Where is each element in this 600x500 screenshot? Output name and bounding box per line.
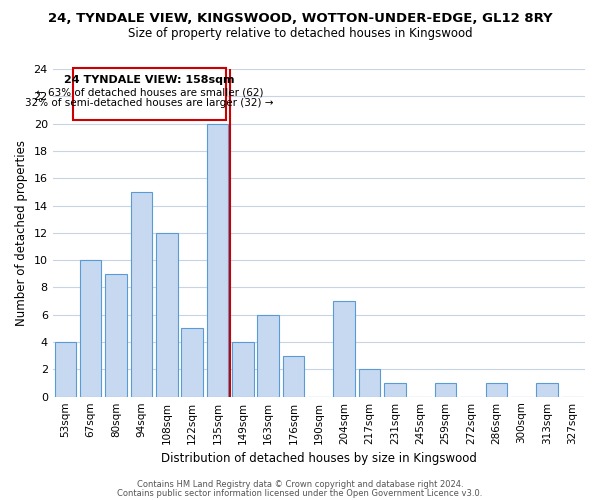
Text: Size of property relative to detached houses in Kingswood: Size of property relative to detached ho…	[128, 28, 472, 40]
Bar	[257, 315, 279, 396]
Text: ← 63% of detached houses are smaller (62): ← 63% of detached houses are smaller (62…	[36, 88, 263, 98]
Bar	[156, 233, 178, 396]
Bar	[232, 342, 254, 396]
Bar	[283, 356, 304, 397]
Text: Contains HM Land Registry data © Crown copyright and database right 2024.: Contains HM Land Registry data © Crown c…	[137, 480, 463, 489]
Text: 24 TYNDALE VIEW: 158sqm: 24 TYNDALE VIEW: 158sqm	[64, 75, 235, 85]
Bar	[105, 274, 127, 396]
Y-axis label: Number of detached properties: Number of detached properties	[15, 140, 28, 326]
Bar	[384, 383, 406, 396]
Bar	[359, 370, 380, 396]
Bar	[536, 383, 558, 396]
Bar	[334, 301, 355, 396]
Bar	[131, 192, 152, 396]
Bar	[485, 383, 507, 396]
Bar	[80, 260, 101, 396]
Bar	[55, 342, 76, 396]
X-axis label: Distribution of detached houses by size in Kingswood: Distribution of detached houses by size …	[161, 452, 477, 465]
Bar	[181, 328, 203, 396]
Bar	[206, 124, 228, 396]
Bar	[435, 383, 457, 396]
FancyBboxPatch shape	[73, 68, 226, 120]
Text: 24, TYNDALE VIEW, KINGSWOOD, WOTTON-UNDER-EDGE, GL12 8RY: 24, TYNDALE VIEW, KINGSWOOD, WOTTON-UNDE…	[47, 12, 553, 26]
Text: Contains public sector information licensed under the Open Government Licence v3: Contains public sector information licen…	[118, 488, 482, 498]
Text: 32% of semi-detached houses are larger (32) →: 32% of semi-detached houses are larger (…	[25, 98, 274, 108]
